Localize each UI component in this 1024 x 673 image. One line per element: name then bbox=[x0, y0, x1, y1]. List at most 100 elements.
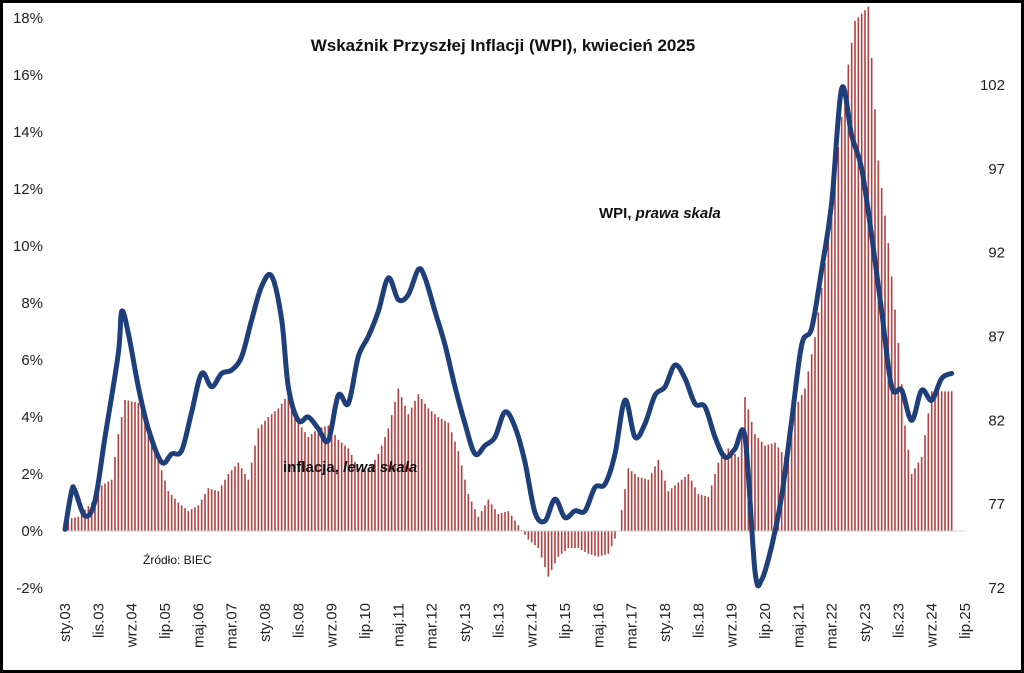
inflation-bar bbox=[627, 468, 630, 531]
inflation-bar bbox=[914, 468, 916, 531]
inflation-annotation: inflacja, lewa skala bbox=[283, 459, 417, 476]
inflation-bar bbox=[837, 147, 840, 531]
inflation-bar bbox=[730, 451, 733, 531]
inflation-bar bbox=[167, 491, 170, 531]
inflation-bar bbox=[770, 443, 773, 531]
inflation-bar bbox=[727, 448, 730, 531]
inflation-bar bbox=[397, 388, 400, 531]
inflation-bar bbox=[387, 428, 390, 531]
x-tick-label: lip.25 bbox=[957, 603, 974, 639]
inflation-bar bbox=[794, 408, 796, 531]
inflation-bar bbox=[680, 479, 683, 531]
inflation-bar bbox=[667, 491, 670, 531]
inflation-bar bbox=[424, 403, 426, 531]
inflation-bar bbox=[827, 234, 830, 531]
inflation-bar bbox=[510, 515, 513, 531]
inflation-bar bbox=[107, 481, 110, 531]
inflation-bar bbox=[284, 398, 286, 531]
inflation-bar bbox=[647, 479, 650, 531]
x-tick-label: lis.23 bbox=[890, 603, 907, 638]
inflation-bar bbox=[394, 401, 396, 531]
x-axis-ticks: sty.03 lis.03 wrz.04 lip.05 maj.06 mar.07 sty.… bbox=[57, 603, 974, 649]
inflation-bar bbox=[790, 424, 793, 531]
inflation-bar bbox=[690, 480, 693, 531]
inflation-bar bbox=[304, 432, 306, 531]
inflation-bar bbox=[374, 459, 376, 531]
x-tick-label: mar.17 bbox=[624, 603, 641, 649]
source-note: Źródło: BIEC bbox=[143, 552, 212, 567]
inflation-bar bbox=[754, 434, 756, 531]
inflation-bar bbox=[260, 424, 263, 531]
inflation-bar bbox=[497, 513, 500, 531]
inflation-bar bbox=[787, 440, 790, 531]
inflation-bar bbox=[370, 465, 373, 531]
inflation-bar bbox=[170, 494, 173, 531]
inflation-bar bbox=[67, 518, 70, 531]
inflation-bar bbox=[877, 160, 880, 531]
inflation-bar bbox=[120, 417, 123, 531]
inflation-bar bbox=[130, 401, 133, 531]
x-tick-label: lip.15 bbox=[557, 603, 574, 639]
inflation-bar bbox=[550, 531, 553, 570]
right-tick-label: 77 bbox=[988, 496, 1005, 513]
inflation-bar bbox=[77, 516, 80, 531]
inflation-bar bbox=[190, 509, 193, 531]
right-tick-label: 92 bbox=[988, 245, 1005, 262]
inflation-bar bbox=[774, 442, 776, 531]
inflation-bar bbox=[740, 426, 743, 531]
inflation-bar bbox=[247, 479, 250, 531]
inflation-bar bbox=[220, 485, 223, 531]
inflation-bar bbox=[707, 496, 710, 531]
inflation-bar bbox=[757, 437, 760, 531]
inflation-bar bbox=[80, 513, 83, 531]
inflation-bar bbox=[487, 499, 490, 531]
inflation-bar bbox=[407, 414, 410, 531]
inflation-bar bbox=[350, 455, 353, 531]
x-tick-label: lis.03 bbox=[90, 603, 107, 638]
inflation-bar bbox=[560, 531, 563, 554]
inflation-bar bbox=[150, 438, 153, 531]
x-tick-label: sty.08 bbox=[257, 603, 274, 642]
inflation-bar bbox=[670, 488, 673, 531]
inflation-bar bbox=[454, 441, 456, 531]
inflation-bar bbox=[160, 470, 163, 531]
inflation-bar bbox=[364, 470, 366, 531]
inflation-bar bbox=[287, 394, 290, 531]
inflation-bar bbox=[867, 6, 870, 532]
inflation-bar bbox=[920, 456, 923, 531]
inflation-bar bbox=[917, 462, 920, 531]
inflation-bar bbox=[504, 512, 506, 531]
x-tick-label: lis.08 bbox=[290, 603, 307, 638]
inflation-bar bbox=[280, 403, 283, 531]
inflation-bar bbox=[544, 531, 546, 568]
inflation-bar bbox=[674, 485, 676, 531]
chart-title: Wskaźnik Przyszłej Inflacji (WPI), kwiec… bbox=[311, 36, 696, 55]
x-tick-label: lip.05 bbox=[157, 603, 174, 639]
inflation-bar bbox=[834, 177, 836, 531]
right-tick-label: 82 bbox=[988, 412, 1005, 429]
inflation-bar bbox=[804, 388, 806, 531]
inflation-bar bbox=[430, 411, 433, 531]
inflation-bar bbox=[470, 501, 473, 531]
inflation-bar bbox=[890, 276, 893, 531]
inflation-bar bbox=[110, 479, 113, 531]
left-tick-label: 6% bbox=[21, 352, 43, 369]
x-tick-label: wrz.19 bbox=[724, 603, 741, 648]
left-tick-label: 4% bbox=[21, 409, 43, 426]
inflation-bar bbox=[904, 425, 906, 531]
inflation-bar bbox=[74, 517, 76, 531]
inflation-bar bbox=[500, 512, 503, 531]
inflation-bar bbox=[184, 508, 186, 531]
inflation-bar bbox=[634, 474, 636, 531]
inflation-bar bbox=[830, 206, 833, 531]
inflation-bar bbox=[237, 462, 240, 531]
inflation-bar bbox=[254, 445, 256, 531]
inflation-bar bbox=[817, 312, 820, 531]
inflation-bar bbox=[750, 421, 753, 531]
inflation-bar bbox=[417, 394, 420, 531]
inflation-bar bbox=[547, 531, 550, 577]
inflation-bar bbox=[307, 436, 310, 531]
inflation-bar bbox=[577, 531, 580, 549]
inflation-bar bbox=[277, 408, 280, 531]
